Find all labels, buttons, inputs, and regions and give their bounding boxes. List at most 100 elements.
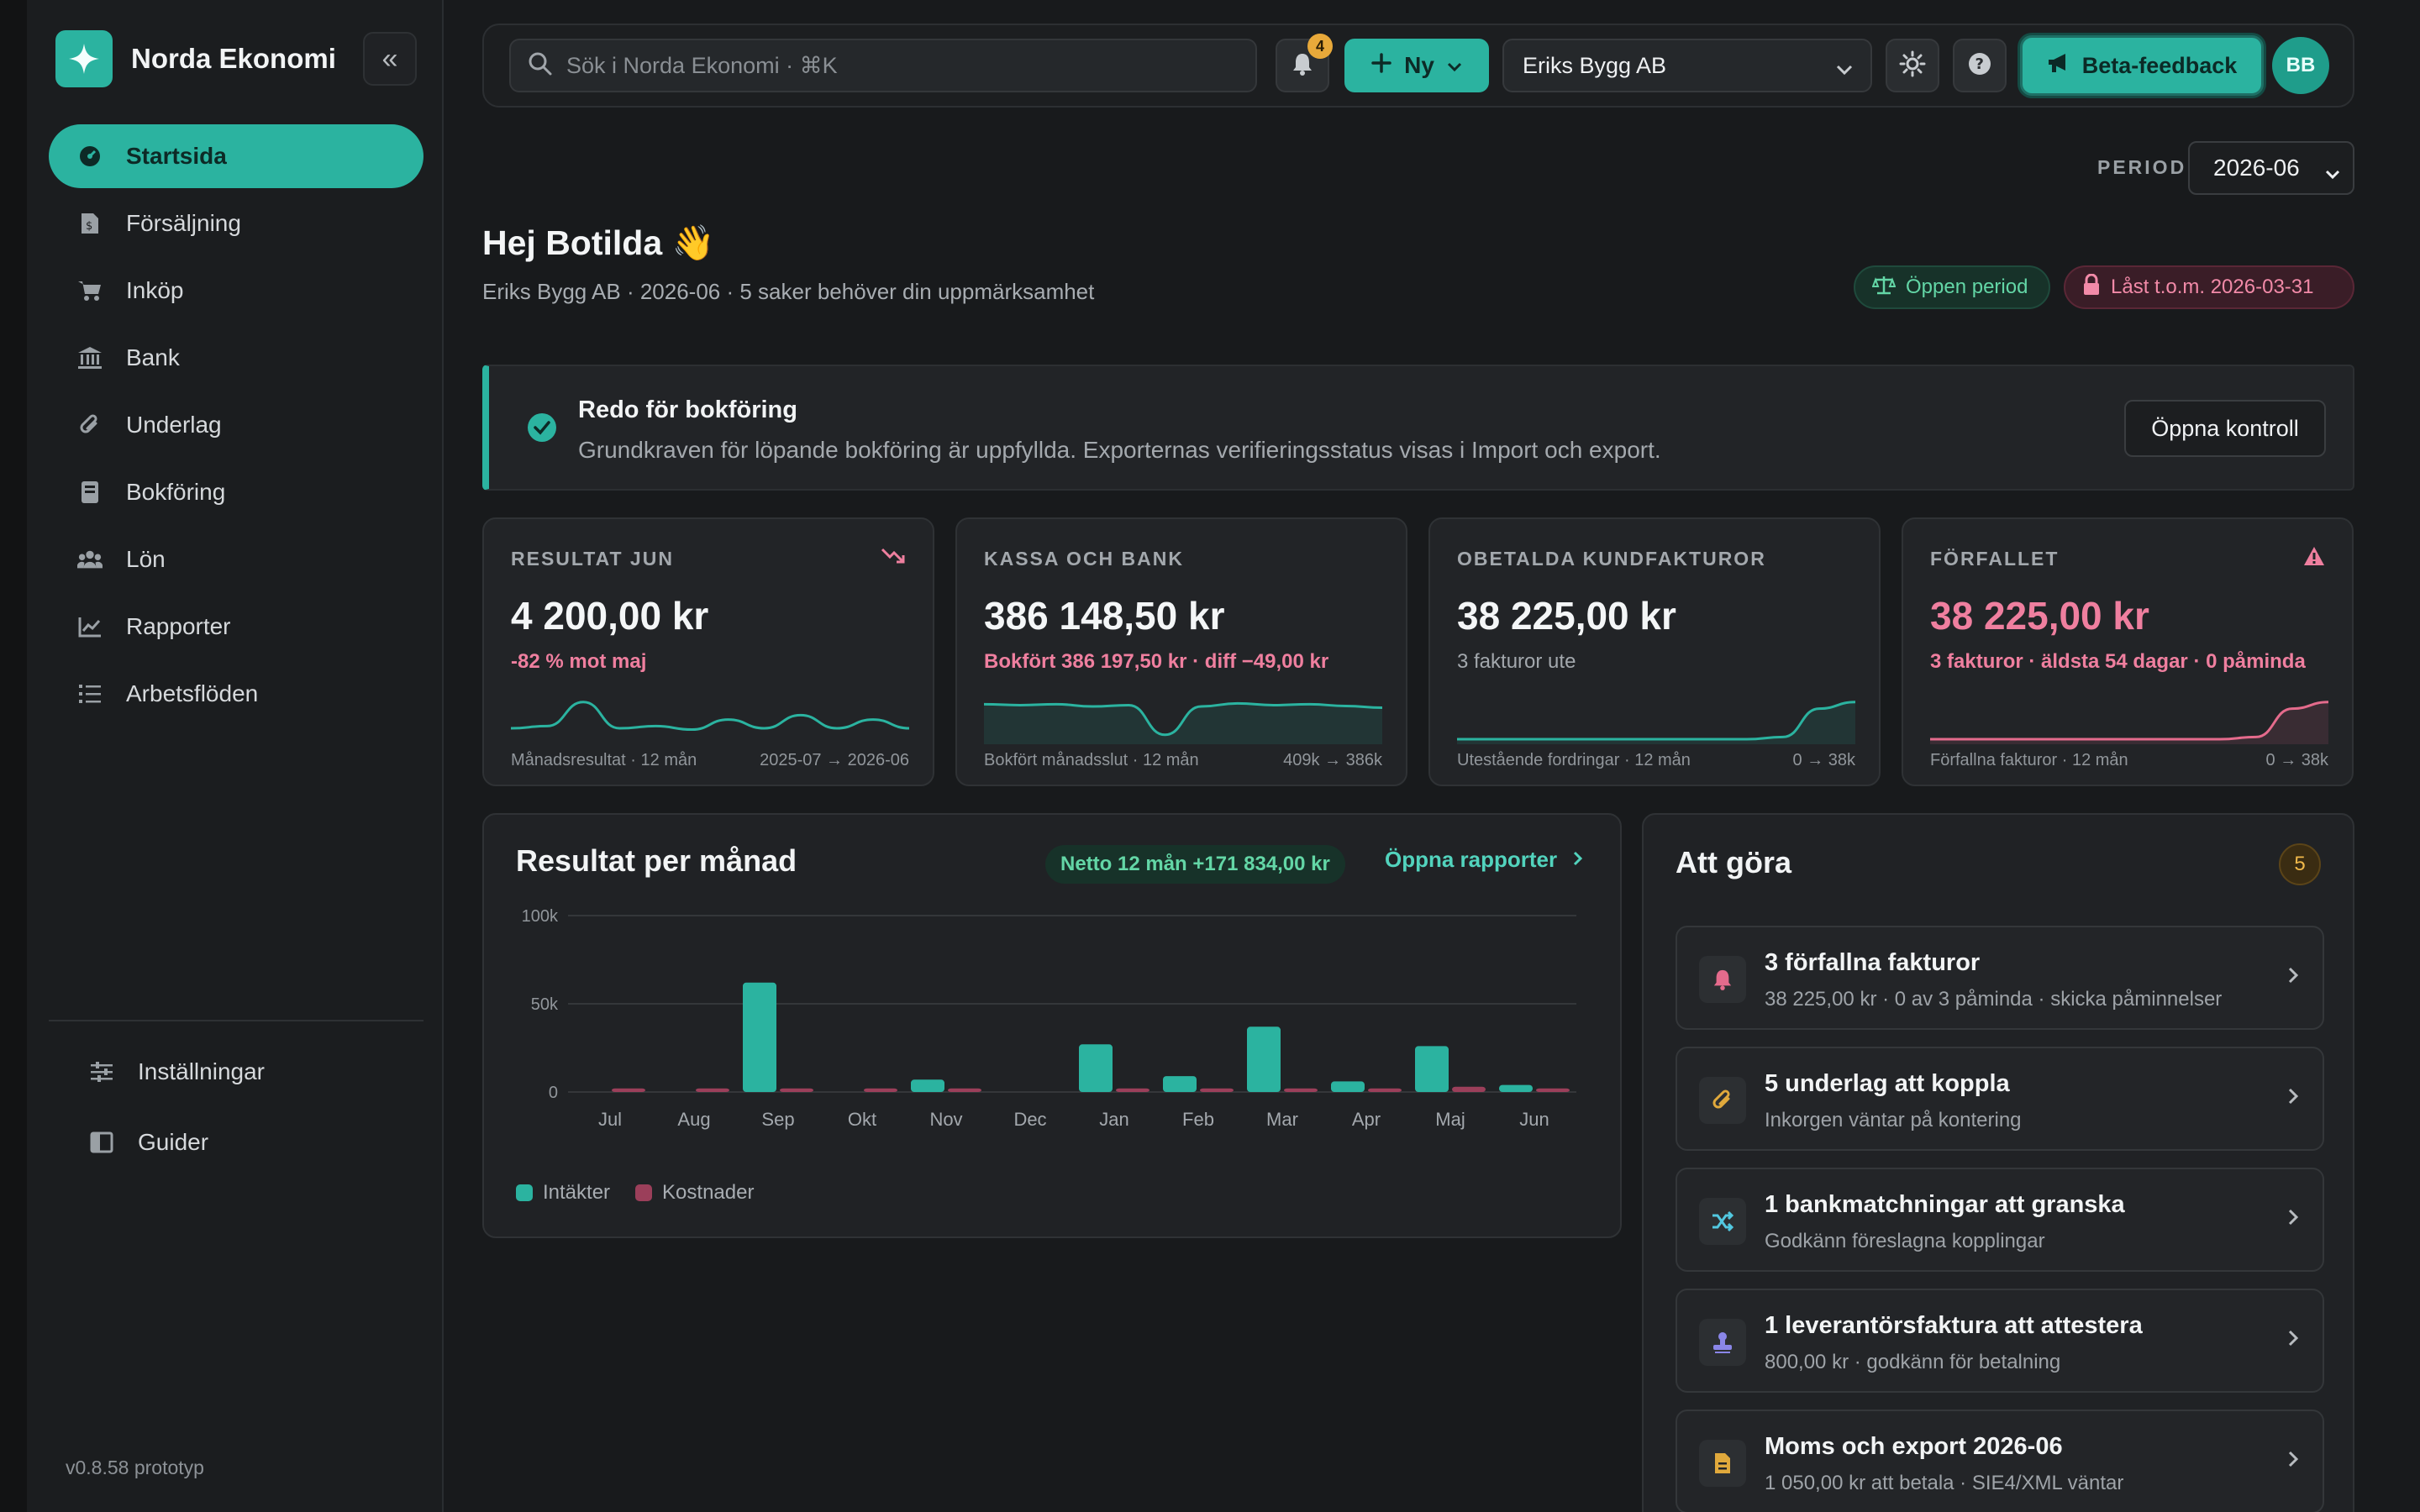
sparkline: [984, 701, 1382, 744]
nav-label: Inköp: [126, 277, 184, 303]
sparkline-line: [1457, 701, 1855, 741]
x-tick-label: Aug: [677, 1109, 710, 1130]
sparkline-area: [1457, 701, 1855, 744]
todo-item-title: 3 förfallna fakturor: [1765, 949, 1981, 976]
kpi-foot-right: 2025-07 → 2026-06: [760, 751, 909, 769]
book-icon: [77, 480, 103, 505]
nav-item-rapporter[interactable]: Rapporter: [49, 595, 424, 659]
todo-title: Att göra: [1676, 845, 1791, 879]
lock-icon: [2082, 273, 2101, 302]
bar-cost: [1284, 1088, 1318, 1092]
theme-toggle-button[interactable]: [1886, 39, 1939, 92]
document-icon: [1699, 1440, 1746, 1487]
chevron-right-icon: [2287, 1329, 2299, 1352]
todo-item-sub: Godkänn föreslagna kopplingar: [1765, 1230, 2045, 1252]
search-input[interactable]: [566, 52, 1239, 79]
legend-swatch-income: [516, 1184, 533, 1201]
x-tick-label: Jul: [598, 1109, 622, 1130]
todo-item-title: 5 underlag att koppla: [1765, 1070, 2010, 1097]
search-box[interactable]: [509, 39, 1257, 92]
notifications-button[interactable]: 4: [1276, 34, 1333, 92]
collapse-sidebar-button[interactable]: «: [363, 32, 417, 86]
kpi-card-overdue[interactable]: FÖRFALLET 38 225,00 kr 3 fakturor · älds…: [1902, 517, 2354, 786]
open-period-label: Öppen period: [1906, 276, 2028, 298]
company-select[interactable]: Eriks Bygg AB: [1502, 39, 1872, 92]
nav-item-underlag[interactable]: Underlag: [49, 393, 424, 457]
x-tick-label: Maj: [1435, 1109, 1465, 1130]
nav-item-arbetsfloden[interactable]: Arbetsflöden: [49, 662, 424, 726]
kpi-footer: Bokfört månadsslut · 12 mån 409k → 386k: [984, 751, 1382, 770]
kpi-card-receivables[interactable]: OBETALDA KUNDFAKTUROR 38 225,00 kr 3 fak…: [1428, 517, 1881, 786]
x-tick-label: Feb: [1182, 1109, 1214, 1130]
bar-cost: [780, 1088, 813, 1092]
nav-item-startsida[interactable]: Startsida: [49, 124, 424, 188]
chart-legend: Intäkter Kostnader: [516, 1181, 754, 1205]
alert-title: Redo för bokföring: [578, 396, 797, 423]
sidebar: Norda Ekonomi « Startsida $ Försäljning …: [27, 0, 444, 1512]
nav-label: Bank: [126, 344, 180, 370]
sparkline: [1457, 701, 1855, 744]
todo-card: Att göra 5 3 förfallna fakturor 38 225,0…: [1642, 813, 2354, 1512]
bar-income: [1079, 1044, 1113, 1092]
nav-item-forsaljning[interactable]: $ Försäljning: [49, 192, 424, 255]
kpi-sub: Bokfört 386 197,50 kr · diff −49,00 kr: [984, 650, 1329, 673]
nav-item-bank[interactable]: Bank: [49, 326, 424, 390]
todo-item-vat-export[interactable]: Moms och export 2026-06 1 050,00 kr att …: [1676, 1410, 2324, 1512]
period-value: 2026-06: [2213, 155, 2300, 181]
nav-item-installningar[interactable]: Inställningar: [60, 1038, 422, 1105]
bar-cost: [612, 1088, 645, 1092]
users-icon: [77, 547, 103, 572]
megaphone-icon: [2047, 52, 2070, 80]
kpi-card-result[interactable]: RESULTAT JUN 4 200,00 kr -82 % mot maj M…: [482, 517, 934, 786]
sparkline: [1930, 701, 2328, 744]
svg-text:$: $: [86, 220, 92, 233]
new-button[interactable]: Ny: [1344, 39, 1489, 92]
paperclip-icon: [1699, 1077, 1746, 1124]
nav-item-bokforing[interactable]: Bokföring: [49, 460, 424, 524]
nav-item-guider[interactable]: Guider: [60, 1109, 422, 1176]
bar-income: [743, 982, 776, 1092]
open-reports-link[interactable]: Öppna rapporter: [1385, 847, 1584, 873]
kpi-label: RESULTAT JUN: [511, 548, 674, 570]
sparkle-logo-icon: [55, 30, 113, 87]
nav-label: Rapporter: [126, 613, 231, 639]
open-reports-label: Öppna rapporter: [1385, 847, 1558, 872]
kpi-foot-left: Förfallna fakturor · 12 mån: [1930, 751, 2128, 769]
todo-item-attachments[interactable]: 5 underlag att koppla Inkorgen väntar på…: [1676, 1047, 2324, 1151]
sparkline-area: [984, 703, 1382, 744]
double-chevron-left-icon: «: [381, 42, 398, 75]
beta-feedback-button[interactable]: Beta-feedback: [2020, 35, 2264, 96]
legend-swatch-cost: [635, 1184, 653, 1201]
alert-text: Grundkraven för löpande bokföring är upp…: [578, 437, 1661, 463]
todo-item-bank-matching[interactable]: 1 bankmatchningar att granska Godkänn fö…: [1676, 1168, 2324, 1272]
footer-nav: Inställningar Guider: [60, 1038, 422, 1179]
nav-label: Guider: [138, 1129, 209, 1155]
brand[interactable]: Norda Ekonomi: [55, 30, 336, 87]
nav-item-inkop[interactable]: Inköp: [49, 259, 424, 323]
kpi-foot-left: Bokfört månadsslut · 12 mån: [984, 751, 1199, 769]
kpi-footer: Utestående fordringar · 12 mån 0 → 38k: [1457, 751, 1855, 770]
bar-cost: [1452, 1086, 1486, 1092]
bar-income: [1415, 1046, 1449, 1092]
kpi-sub: -82 % mot maj: [511, 650, 647, 673]
beta-feedback-label: Beta-feedback: [2081, 52, 2238, 78]
sparkline-area: [1930, 701, 2328, 744]
monthly-result-card: Resultat per månad Netto 12 mån +171 834…: [482, 813, 1622, 1238]
period-select[interactable]: 2026-06: [2188, 141, 2354, 195]
todo-item-supplier-invoice[interactable]: 1 leverantörsfaktura att attestera 800,0…: [1676, 1289, 2324, 1393]
bar-cost: [696, 1088, 729, 1092]
user-avatar[interactable]: BB: [2272, 37, 2329, 94]
kpi-label: OBETALDA KUNDFAKTUROR: [1457, 548, 1766, 570]
kpi-card-cash[interactable]: KASSA OCH BANK 386 148,50 kr Bokfört 386…: [955, 517, 1407, 786]
open-control-button[interactable]: Öppna kontroll: [2124, 400, 2326, 457]
todo-item-title: 1 leverantörsfaktura att attestera: [1765, 1312, 2143, 1339]
checklist-icon: [77, 681, 103, 706]
todo-item-overdue-invoices[interactable]: 3 förfallna fakturor 38 225,00 kr · 0 av…: [1676, 926, 2324, 1030]
line-chart-icon: [77, 614, 103, 639]
bar-income: [911, 1079, 944, 1092]
kpi-label: FÖRFALLET: [1930, 548, 2060, 570]
main-nav: Startsida $ Försäljning Inköp Bank Under…: [49, 124, 424, 729]
help-button[interactable]: ?: [1953, 39, 2007, 92]
nav-item-lon[interactable]: Lön: [49, 528, 424, 591]
chevron-right-icon: [2287, 1208, 2299, 1231]
